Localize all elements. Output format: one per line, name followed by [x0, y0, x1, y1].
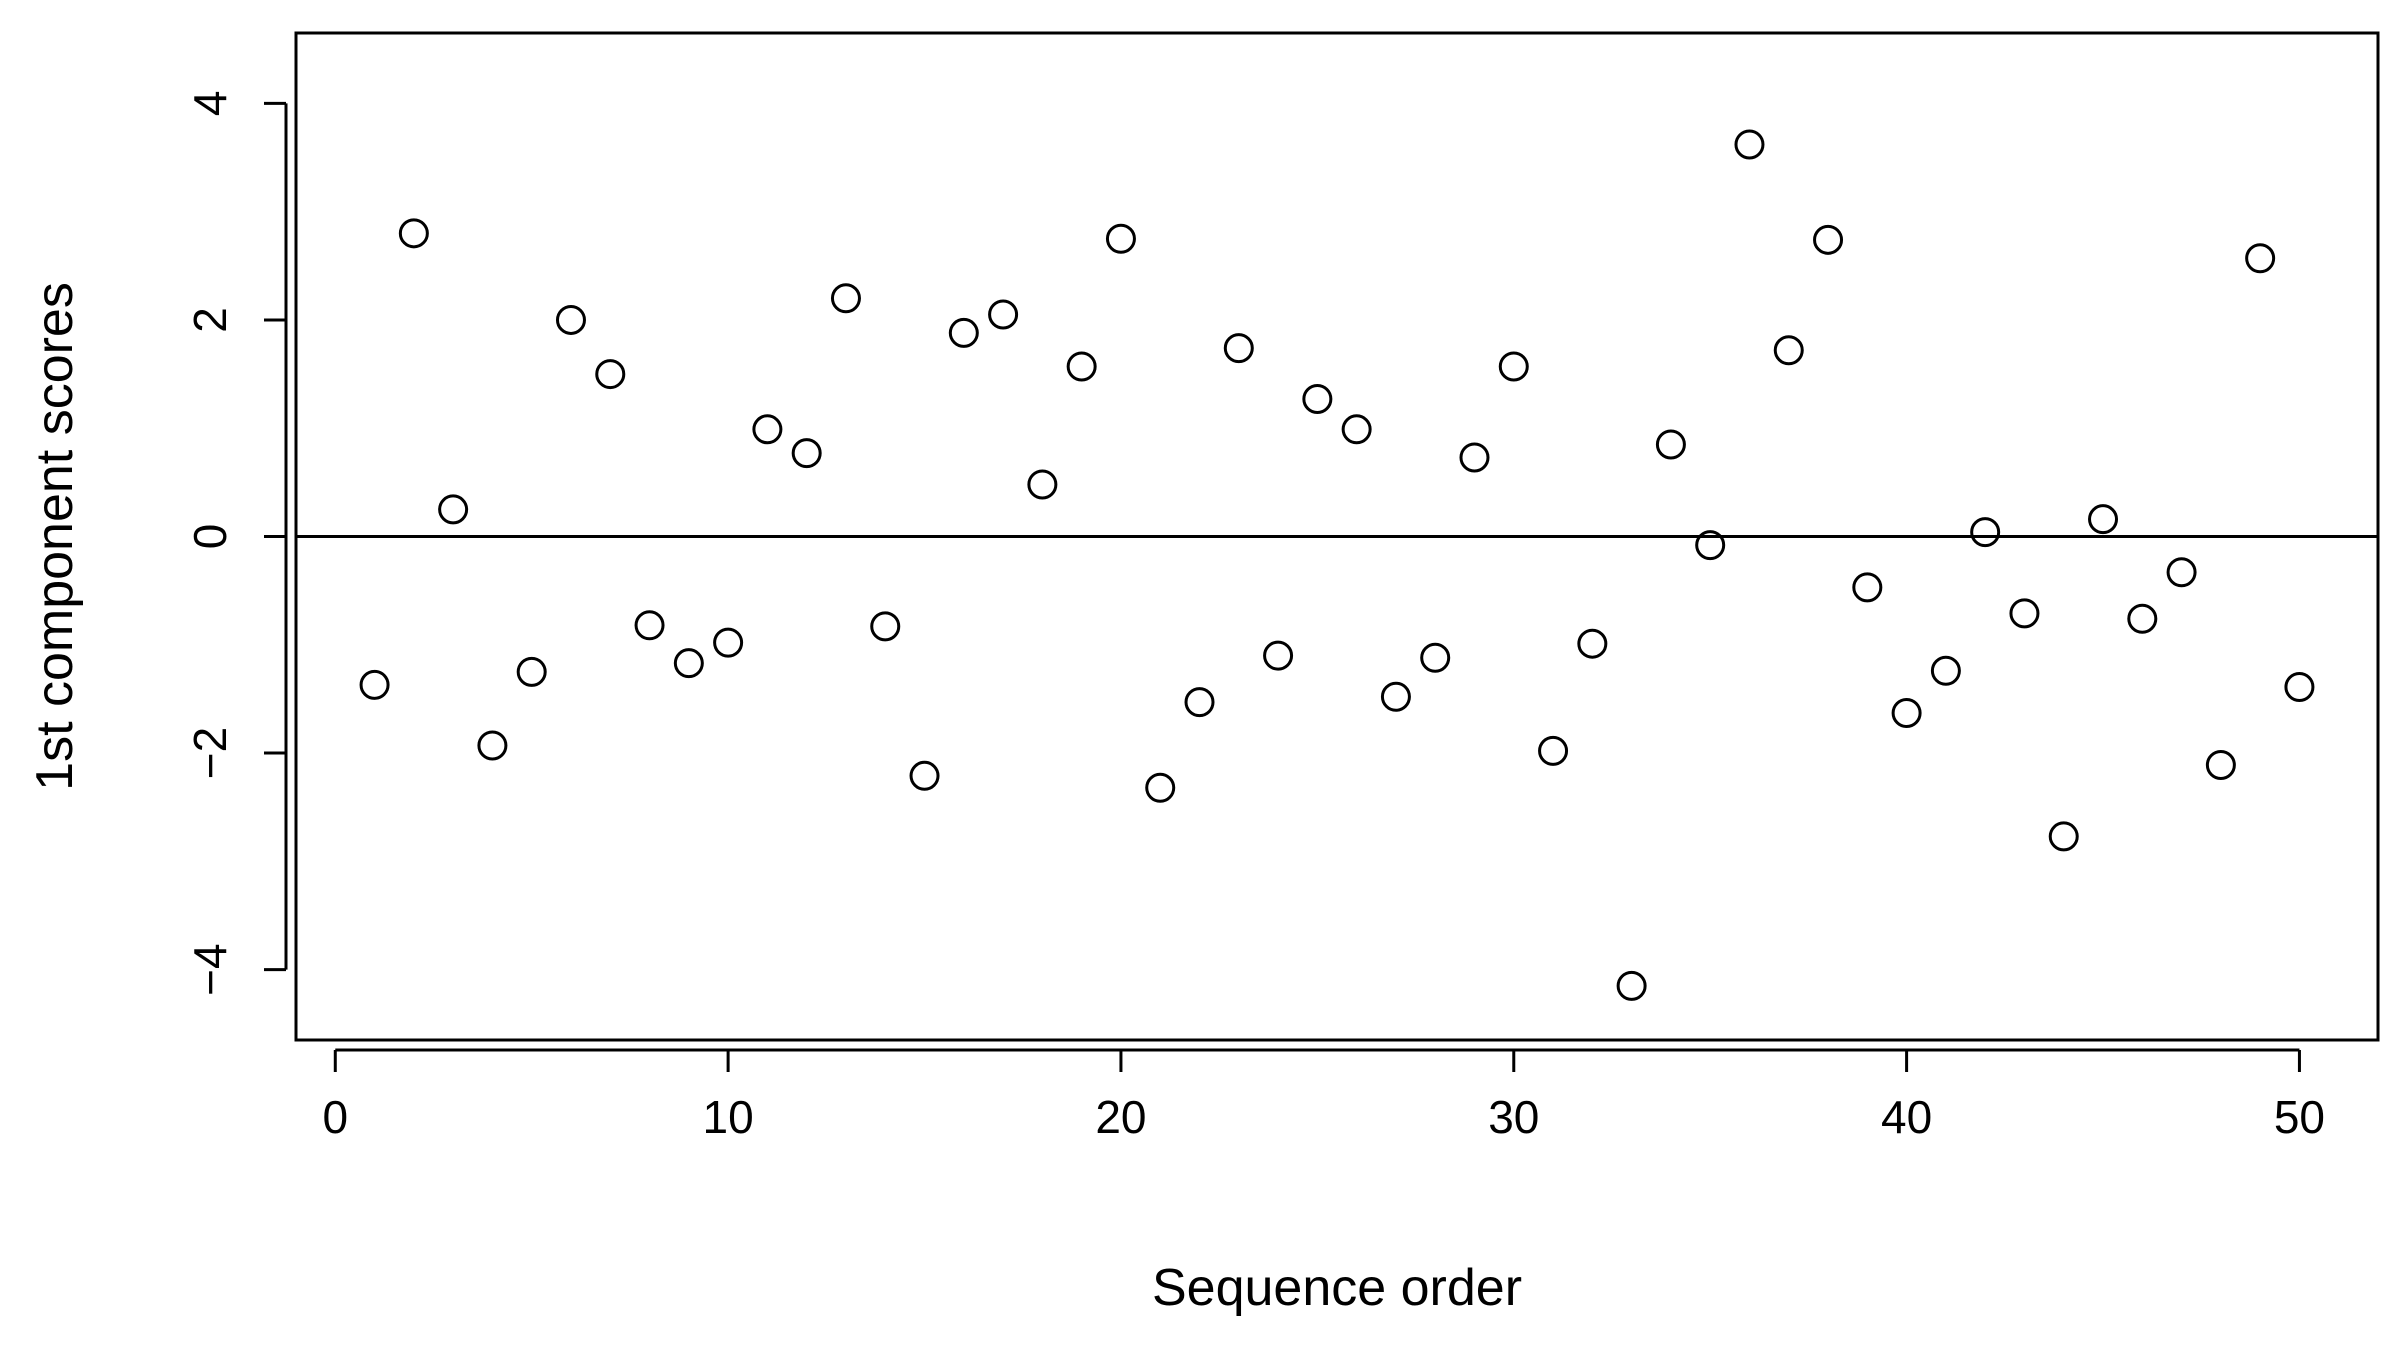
data-point	[1380, 681, 1411, 712]
data-point	[1341, 414, 1372, 445]
data-point	[988, 299, 1019, 330]
data-point	[1891, 697, 1922, 728]
data-point	[752, 414, 783, 445]
y-tick-label: 0	[184, 524, 236, 550]
data-point	[713, 627, 744, 658]
data-point	[1263, 640, 1294, 671]
y-tick-label: −4	[184, 943, 236, 995]
x-axis: 0 10 20 30 40 50	[322, 1048, 2325, 1143]
data-point	[2088, 504, 2119, 535]
data-point	[2048, 821, 2079, 852]
data-point	[477, 730, 508, 761]
y-tick-label: 2	[184, 307, 236, 333]
data-point	[438, 494, 469, 525]
data-point	[2284, 672, 2315, 703]
data-point	[2166, 557, 2197, 588]
data-point	[1655, 429, 1686, 460]
x-tick-label: 30	[1488, 1091, 1539, 1143]
data-point	[948, 317, 979, 348]
data-point	[1066, 351, 1097, 382]
data-point	[1734, 129, 1765, 160]
data-point	[1930, 655, 1961, 686]
data-point	[1027, 469, 1058, 500]
data-point	[555, 304, 586, 335]
data-point	[2205, 749, 2236, 780]
x-axis-title: Sequence order	[1152, 1259, 1522, 1317]
data-point	[2009, 598, 2040, 629]
data-point	[595, 359, 626, 390]
data-point	[516, 656, 547, 687]
data-point	[1813, 224, 1844, 255]
y-axis: −4 −2 0 2 4	[184, 91, 288, 996]
data-point	[1498, 351, 1529, 382]
data-point	[1420, 642, 1451, 673]
data-point	[1577, 628, 1608, 659]
data-point	[1184, 687, 1215, 718]
data-point	[909, 760, 940, 791]
x-tick-label: 10	[703, 1091, 754, 1143]
data-point	[1695, 530, 1726, 561]
data-point	[1773, 335, 1804, 366]
data-point	[673, 648, 704, 679]
data-point	[1852, 572, 1883, 603]
data-point	[1302, 383, 1333, 414]
x-tick-label: 0	[322, 1091, 348, 1143]
y-tick-label: −2	[184, 727, 236, 779]
data-point	[2127, 603, 2158, 634]
data-point	[1223, 333, 1254, 364]
x-tick-label: 40	[1881, 1091, 1932, 1143]
data-point	[359, 669, 390, 700]
data-point	[634, 610, 665, 641]
y-tick-label: 4	[184, 91, 236, 117]
data-point	[791, 438, 822, 469]
data-point	[1970, 517, 2001, 548]
data-point	[2245, 243, 2276, 274]
plot-area	[294, 31, 2380, 1042]
data-point	[1616, 970, 1647, 1001]
x-tick-label: 20	[1095, 1091, 1146, 1143]
y-axis-title: 1st component scores	[26, 282, 84, 791]
data-point	[830, 283, 861, 314]
data-point	[1145, 772, 1176, 803]
data-point	[1105, 223, 1136, 254]
data-point	[870, 611, 901, 642]
data-point	[398, 218, 429, 249]
data-point	[1538, 735, 1569, 766]
x-tick-label: 50	[2274, 1091, 2325, 1143]
data-point	[1459, 442, 1490, 473]
